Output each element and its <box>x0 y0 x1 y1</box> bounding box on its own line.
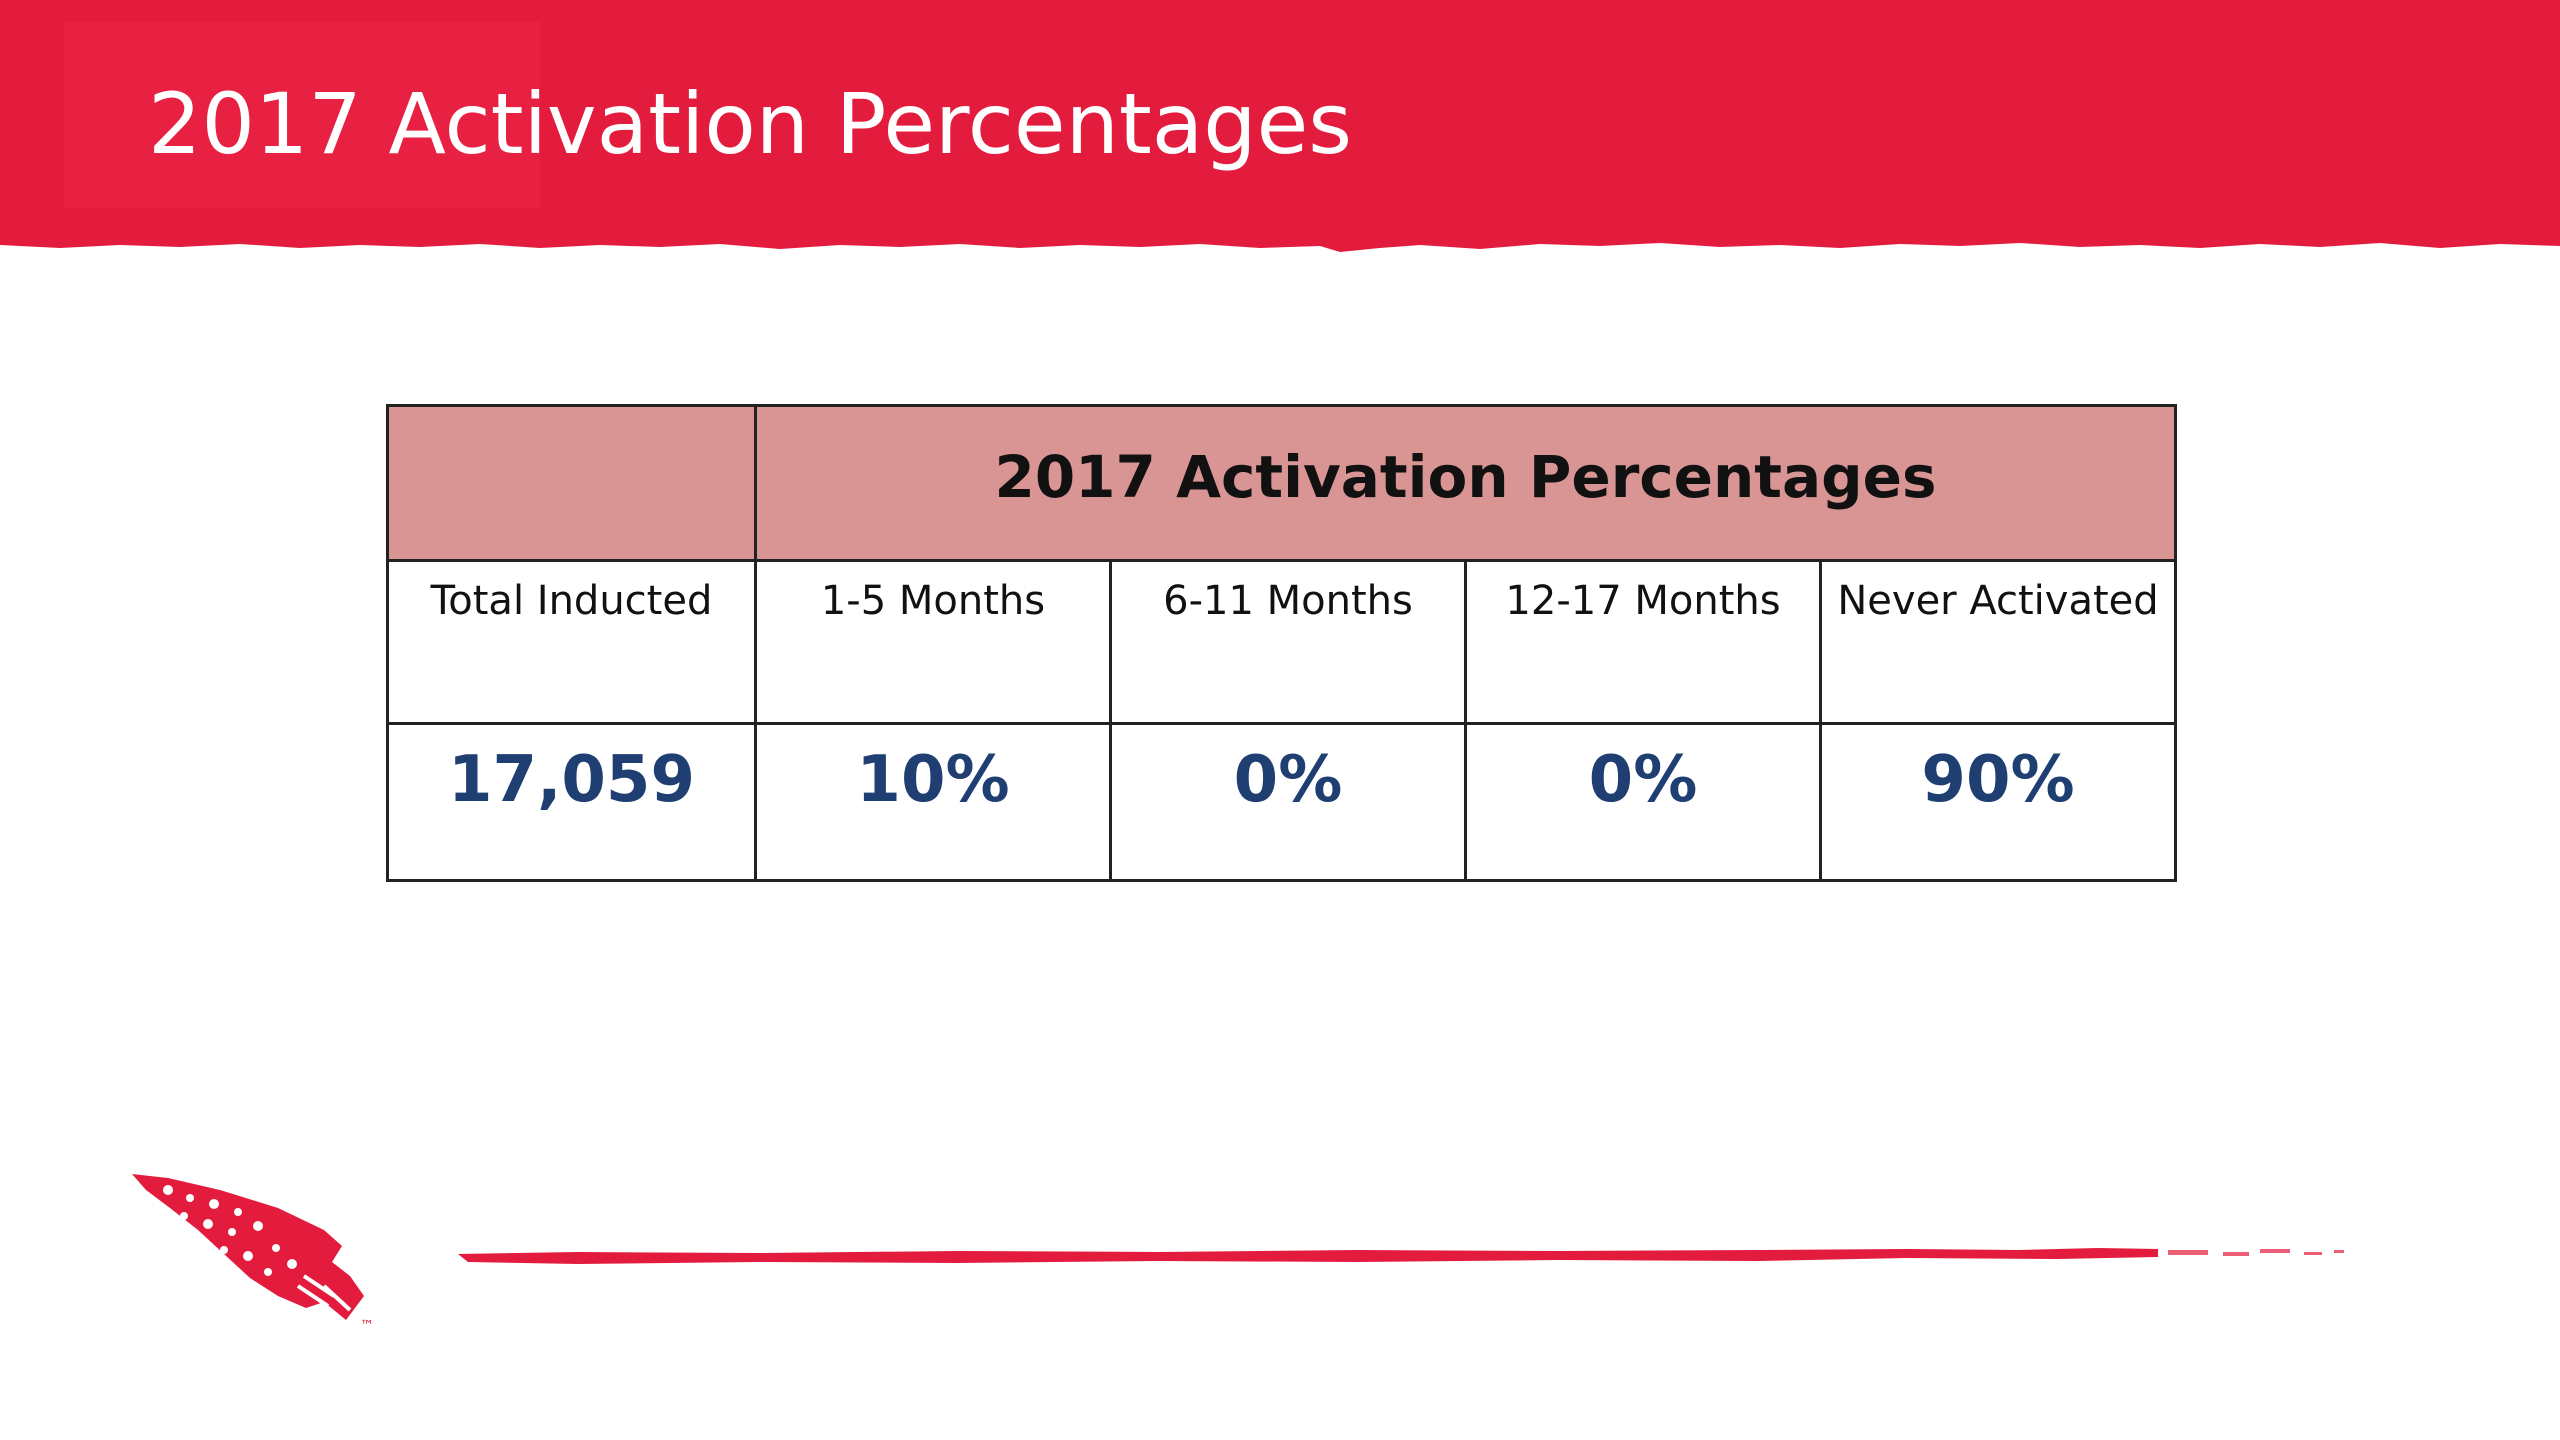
label-cell: Never Activated <box>1818 559 2178 725</box>
trademark-mark: ™ <box>360 1318 374 1334</box>
value-total-inducted: 17,059 <box>448 743 695 817</box>
label-cell: Total Inducted <box>386 559 757 725</box>
brush-stroke-divider <box>458 1248 2344 1264</box>
table-header-row: 2017 Activation Percentages <box>386 404 2178 562</box>
column-label-1-5-months: 1-5 Months <box>820 578 1046 624</box>
value-cell: 10% <box>754 722 1112 882</box>
activation-table-container: 2017 Activation Percentages Total Induct… <box>386 404 2178 882</box>
header-empty-cell <box>386 404 757 562</box>
value-never-activated: 90% <box>1921 743 2075 817</box>
arrowhead-logo-icon: ™ <box>132 1174 374 1334</box>
label-cell: 12-17 Months <box>1464 559 1822 725</box>
column-label-never-activated: Never Activated <box>1837 578 2159 624</box>
column-label-row: Total Inducted 1-5 Months 6-11 Months 12… <box>386 559 2178 725</box>
value-cell: 0% <box>1109 722 1467 882</box>
column-label-12-17-months: 12-17 Months <box>1505 578 1781 624</box>
label-cell: 1-5 Months <box>754 559 1112 725</box>
title-banner <box>0 0 2560 252</box>
column-label-total-inducted: Total Inducted <box>430 578 713 624</box>
value-cell: 17,059 <box>386 722 757 882</box>
label-cell: 6-11 Months <box>1109 559 1467 725</box>
slide-title: 2017 Activation Percentages <box>148 75 1353 173</box>
value-1-5-months: 10% <box>856 743 1010 817</box>
table-header-title: 2017 Activation Percentages <box>994 443 1937 511</box>
value-12-17-months: 0% <box>1588 743 1698 817</box>
activation-table: 2017 Activation Percentages Total Induct… <box>386 404 2178 882</box>
value-cell: 90% <box>1818 722 2178 882</box>
value-6-11-months: 0% <box>1233 743 1343 817</box>
column-label-6-11-months: 6-11 Months <box>1163 578 1413 624</box>
header-title-cell: 2017 Activation Percentages <box>753 404 2178 562</box>
value-row: 17,059 10% 0% 0% 90% <box>386 722 2178 882</box>
value-cell: 0% <box>1464 722 1822 882</box>
